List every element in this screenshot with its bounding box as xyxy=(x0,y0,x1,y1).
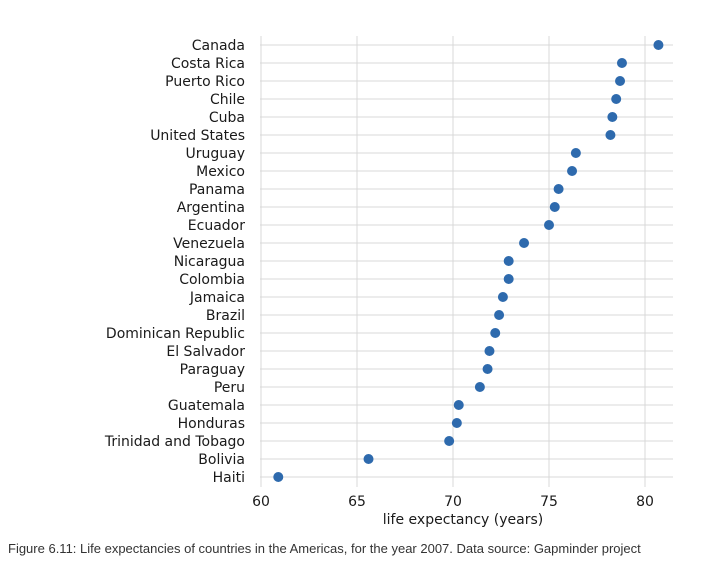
data-point xyxy=(494,310,505,320)
data-point xyxy=(544,220,554,230)
data-points xyxy=(273,40,664,482)
country-label: Guatemala xyxy=(168,398,245,414)
country-label: Paraguay xyxy=(180,362,245,378)
data-point xyxy=(363,454,374,464)
dot-plot: Canada Costa Rica Puerto Rico Chile Cuba Unit… xyxy=(104,36,673,528)
x-axis-title: life expectancy (years) xyxy=(383,512,543,528)
x-tick-label: 70 xyxy=(444,494,462,510)
x-tick-label: 75 xyxy=(540,494,558,510)
data-point xyxy=(503,256,514,266)
country-label: Brazil xyxy=(206,308,245,324)
data-point xyxy=(482,364,493,374)
data-point xyxy=(605,130,616,140)
country-label: Cuba xyxy=(209,110,245,126)
country-label: Panama xyxy=(189,182,245,198)
country-label: Honduras xyxy=(178,416,245,432)
data-point xyxy=(570,148,581,158)
data-point xyxy=(497,292,508,302)
country-label: United States xyxy=(150,128,245,144)
country-label: Canada xyxy=(192,38,245,54)
x-tick-label: 60 xyxy=(252,494,270,510)
data-point xyxy=(444,436,455,446)
country-label: El Salvador xyxy=(166,344,245,360)
country-label: Argentina xyxy=(177,200,245,216)
x-tick-label: 65 xyxy=(348,494,366,510)
data-point xyxy=(567,166,578,176)
country-label: Uruguay xyxy=(186,146,246,162)
country-label: Chile xyxy=(210,92,245,108)
country-label: Jamaica xyxy=(189,290,245,306)
country-label: Haiti xyxy=(213,470,245,486)
data-point xyxy=(519,238,530,248)
data-point xyxy=(611,94,622,104)
data-point xyxy=(616,58,627,68)
data-point xyxy=(453,400,464,410)
data-point xyxy=(490,328,501,338)
country-label: Puerto Rico xyxy=(165,74,245,90)
data-point xyxy=(503,274,514,284)
grid-lines xyxy=(260,36,673,487)
x-axis-ticks: 60 65 70 75 80 xyxy=(252,494,654,510)
figure-caption: Figure 6.11: Life expectancies of countr… xyxy=(8,541,641,556)
data-point xyxy=(474,382,485,392)
country-label: Bolivia xyxy=(198,452,245,468)
data-point xyxy=(553,184,564,194)
country-label: Dominican Republic xyxy=(106,326,245,342)
country-label: Mexico xyxy=(196,164,245,180)
data-point xyxy=(653,40,664,50)
country-label: Venezuela xyxy=(173,236,245,252)
country-label: Nicaragua xyxy=(174,254,245,270)
data-point xyxy=(549,202,560,212)
data-point xyxy=(484,346,495,356)
country-label: Costa Rica xyxy=(171,56,245,72)
country-label: Ecuador xyxy=(188,218,245,234)
country-label: Trinidad and Tobago xyxy=(104,434,245,450)
data-point xyxy=(607,112,618,122)
country-label: Peru xyxy=(214,380,245,396)
data-point xyxy=(615,76,626,86)
country-label: Colombia xyxy=(179,272,245,288)
x-tick-label: 80 xyxy=(636,494,654,510)
data-point xyxy=(451,418,462,428)
country-labels: Canada Costa Rica Puerto Rico Chile Cuba Unit… xyxy=(104,38,245,486)
data-point xyxy=(273,472,284,482)
